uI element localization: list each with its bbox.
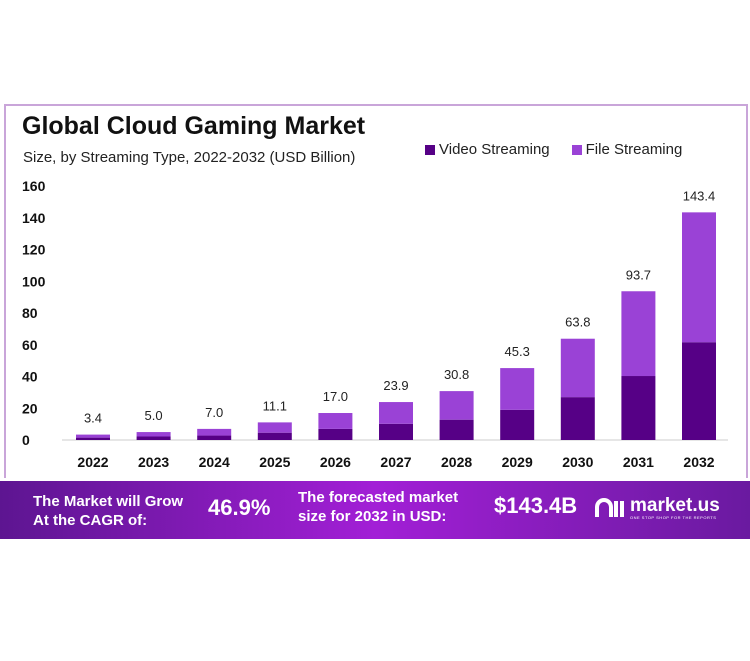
y-tick-label: 20 [22,400,38,416]
x-tick-label: 2031 [623,454,654,470]
x-tick-label: 2024 [199,454,230,470]
bar-file-2030 [560,338,595,398]
bar-video-2031 [621,376,656,440]
bar-file-2031 [621,291,656,377]
y-tick-label: 160 [22,178,46,194]
legend-item-video: Video Streaming [425,141,550,158]
data-label: 30.8 [444,367,469,382]
chart-subtitle: Size, by Streaming Type, 2022-2032 (USD … [23,149,356,166]
bar-video-2029 [500,409,535,440]
y-tick-label: 40 [22,369,38,385]
x-tick-label: 2025 [259,454,290,470]
x-tick-label: 2029 [502,454,533,470]
bar-file-2023 [136,432,171,437]
legend-item-file: File Streaming [571,141,683,158]
x-tick-label: 2028 [441,454,472,470]
y-tick-label: 60 [22,337,38,353]
bar-file-2026 [318,413,353,429]
legend-label: File Streaming [585,141,683,158]
bar-file-2029 [500,368,535,410]
y-tick-label: 100 [22,273,46,289]
y-tick-label: 80 [22,305,38,321]
x-tick-label: 2022 [77,454,108,470]
data-label: 63.8 [565,315,590,330]
bar-video-2028 [439,419,474,440]
footer-banner: The Market will Grow At the CAGR of: 46.9… [0,481,750,539]
x-tick-label: 2023 [138,454,169,470]
forecast-label: The forecasted market size for 2032 in US… [298,489,459,525]
logo-icon [595,498,624,517]
data-label: 23.9 [383,378,408,393]
chart-title: Global Cloud Gaming Market [22,112,366,140]
market-us-logo: market.us ONE STOP SHOP FOR THE REPORTS [594,496,720,520]
x-tick-label: 2026 [320,454,351,470]
data-label: 3.4 [84,411,102,426]
bar-video-2032 [682,342,716,440]
forecast-value: $143.4B [494,493,578,518]
x-tick-label: 2030 [562,454,593,470]
bar-video-2024 [197,435,232,440]
bar-file-2025 [257,422,292,433]
y-tick-label: 120 [22,242,46,258]
x-tick-label: 2027 [380,454,411,470]
bar-video-2027 [379,423,413,440]
data-label: 93.7 [626,267,651,282]
data-label: 17.0 [323,389,348,404]
bar-video-2030 [560,397,595,440]
data-label: 7.0 [205,405,223,420]
legend: Video Streaming File Streaming [425,141,682,158]
legend-swatch [571,144,582,155]
data-label: 143.4 [683,188,716,203]
bar-file-2028 [439,391,474,420]
data-label: 11.1 [263,398,287,413]
bar-chart: 0 20 40 60 80 100 120 140 160 3.4 2022 5.0 2023 7.0 20… [22,178,728,470]
data-label: 5.0 [145,408,163,423]
bar-file-2032 [682,212,716,343]
bar-video-2023 [136,436,171,440]
legend-label: Video Streaming [439,141,550,158]
bar-video-2022 [76,437,110,440]
data-label: 45.3 [505,344,530,359]
bar-file-2027 [379,402,413,424]
bar-file-2024 [197,428,232,436]
bar-file-2022 [76,434,110,438]
bar-video-2025 [257,432,292,440]
y-tick-label: 140 [22,210,46,226]
cagr-label: The Market will Grow At the CAGR of: [33,493,184,529]
bar-video-2026 [318,428,353,440]
y-tick-label: 0 [22,432,30,448]
x-tick-label: 2032 [683,454,714,470]
legend-swatch [425,144,435,155]
cagr-value: 46.9% [208,495,271,520]
